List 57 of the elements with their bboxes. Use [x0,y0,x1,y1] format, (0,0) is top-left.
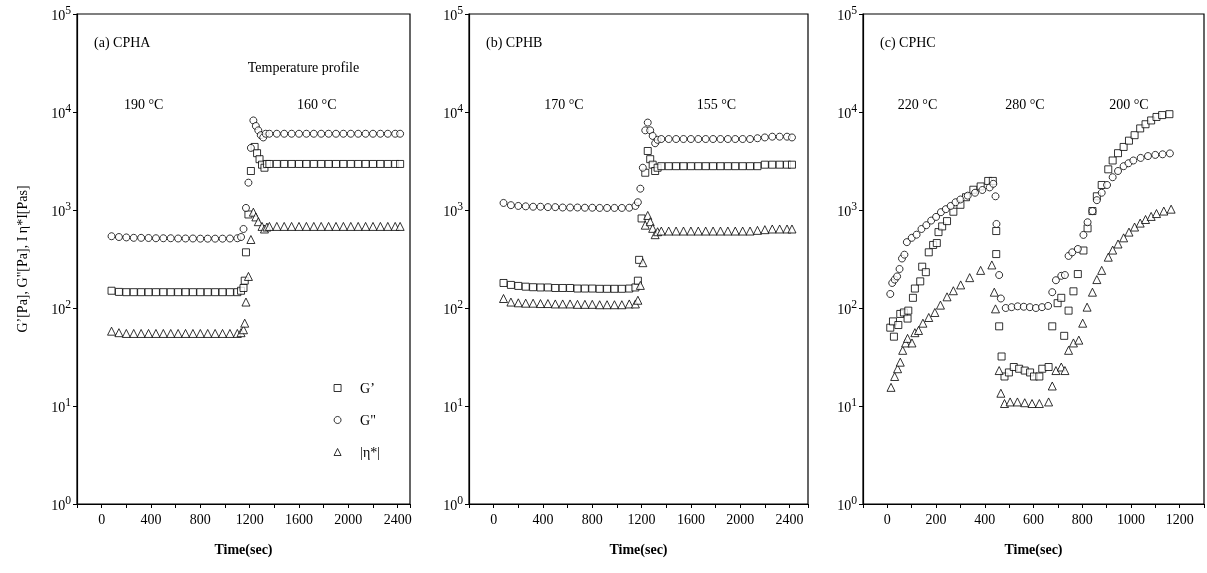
x-tick-label: 1200 [235,511,264,527]
annotation: 170 °C [544,96,584,112]
text: (b) CPHB [486,34,543,51]
x-tick-label: 600 [1023,511,1044,527]
legend-label: |η*| [360,444,381,460]
x-tick-label: 1600 [285,511,313,527]
x-tick-label: 2000 [726,511,755,527]
x-tick-label: 0 [98,511,106,527]
x-axis-title: Time(sec) [1004,541,1063,558]
x-tick-label: 400 [140,511,162,527]
y-tick-label: 10$^{0}$ [51,494,71,514]
x-tick-label: 1200 [1165,511,1194,527]
y-tick-label: 10$^{1}$ [837,396,857,416]
x-tick-label: 0 [883,511,891,527]
annotation: 220 °C [897,96,938,112]
x-tick-label: 200 [925,511,947,527]
x-axis-title: Time(sec) [214,541,273,558]
x-tick-label: 800 [581,511,603,527]
y-tick-label: 10$^{2}$ [837,298,857,318]
annotation: 190 °C [123,96,164,112]
y-tick-label: 10$^{4}$ [443,102,463,122]
y-tick-label: 10$^{3}$ [51,200,71,220]
y-tick-label: 10$^{1}$ [443,396,463,416]
legend-label: G" [360,412,376,428]
legend-label: G’ [360,380,375,396]
y-tick-label: 10$^{5}$ [51,4,71,24]
y-tick-label: 10$^{2}$ [443,298,463,318]
annotation: 200 °C [1109,96,1149,112]
y-tick-label: 10$^{5}$ [837,4,857,24]
y-tick-label: 10$^{4}$ [51,102,71,122]
y-axis-title: G’[Pa], G"[Pa], I η*I[Pas] [14,185,30,333]
annotation: 280 °C [1005,96,1045,112]
y-tick-label: 10$^{5}$ [443,4,463,24]
x-axis-title: Time(sec) [609,541,668,558]
y-tick-label: 10$^{0}$ [443,494,463,514]
x-tick-label: 400 [532,511,554,527]
x-tick-label: 2000 [334,511,363,527]
y-tick-label: 10$^{2}$ [51,298,71,318]
annotation: 155 °C [696,96,737,112]
x-tick-label: 2400 [383,511,412,527]
y-tick-label: 10$^{1}$ [51,396,71,416]
y-tick-label: 10$^{3}$ [837,200,857,220]
x-tick-label: 1000 [1116,511,1145,527]
y-tick-label: 10$^{3}$ [443,200,463,220]
x-tick-label: 2400 [775,511,804,527]
text: (a) CPHA [94,34,152,51]
annotation: Temperature profile [247,59,360,75]
x-tick-label: 400 [974,511,996,527]
y-tick-label: 10$^{4}$ [837,102,857,122]
x-tick-label: 800 [1071,511,1093,527]
y-tick-label: 10$^{0}$ [837,494,857,514]
x-tick-label: 1200 [627,511,656,527]
x-tick-label: 0 [490,511,498,527]
x-tick-label: 1600 [676,511,705,527]
annotation: 160 °C [297,96,337,112]
x-tick-label: 800 [189,511,211,527]
text: (c) CPHC [880,34,936,51]
